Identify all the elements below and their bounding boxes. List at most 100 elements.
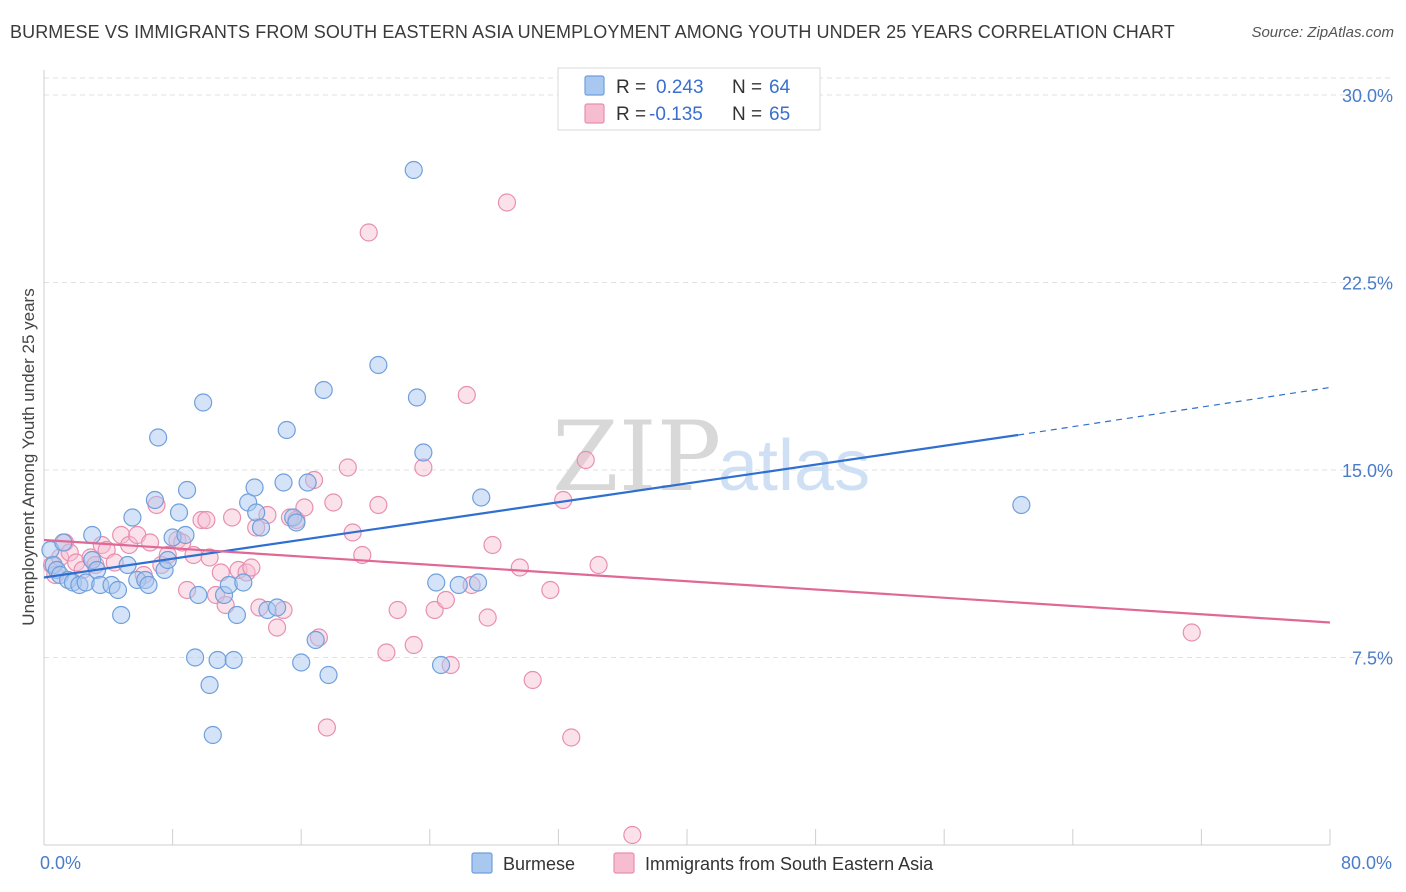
watermark-zip: ZIP — [552, 401, 721, 513]
y-tick-label: 30.0% — [1342, 86, 1393, 106]
data-point-burmese — [404, 160, 423, 180]
top-legend: R = 0.243 N = 64 R = -0.135 N = 65 — [557, 67, 821, 131]
legend-r-label-2: R = — [616, 104, 646, 125]
data-point-immigrants — [576, 450, 595, 470]
data-point-burmese — [186, 648, 205, 667]
series-immigrants-points — [42, 193, 1201, 845]
data-point-burmese — [149, 428, 168, 447]
data-point-burmese — [431, 655, 451, 675]
data-point-burmese — [83, 525, 102, 545]
bottom-legend: Burmese Immigrants from South Eastern As… — [471, 852, 934, 874]
legend-swatch-immigrants — [584, 103, 605, 124]
data-point-burmese — [189, 585, 208, 605]
data-point-burmese — [414, 443, 433, 462]
data-point-burmese — [247, 503, 266, 522]
legend-n-value-burmese: 64 — [769, 77, 791, 98]
bottom-legend-swatch-immigrants — [613, 852, 635, 874]
data-point-immigrants — [589, 555, 608, 575]
chart-title: BURMESE VS IMMIGRANTS FROM SOUTH EASTERN… — [10, 22, 1175, 42]
legend-n-label-1: N = — [732, 77, 762, 98]
legend-r-label-1: R = — [616, 77, 646, 98]
legend-swatch-burmese — [584, 75, 605, 96]
data-point-immigrants — [140, 533, 160, 552]
data-point-immigrants — [324, 493, 343, 512]
trend-line-burmese — [43, 433, 1019, 579]
data-point-immigrants — [1182, 623, 1201, 642]
x-tick-label: 80.0% — [1341, 853, 1392, 873]
legend-r-value-burmese: 0.243 — [656, 77, 704, 98]
data-point-burmese — [176, 525, 195, 545]
data-point-burmese — [314, 380, 333, 400]
y-tick-label: 7.5% — [1352, 649, 1393, 669]
data-point-burmese — [468, 573, 488, 592]
data-point-burmese — [194, 393, 213, 412]
data-point-immigrants — [222, 508, 242, 527]
data-point-burmese — [139, 575, 158, 595]
data-point-immigrants — [436, 590, 455, 610]
data-point-immigrants — [562, 728, 581, 747]
data-point-immigrants — [388, 600, 407, 620]
data-point-immigrants — [369, 495, 388, 515]
data-point-burmese — [112, 605, 131, 625]
bottom-legend-label-immigrants: Immigrants from South Eastern Asia — [645, 854, 934, 874]
data-point-immigrants — [267, 618, 287, 637]
trend-lines — [43, 386, 1331, 624]
data-point-immigrants — [497, 193, 517, 212]
source-credit: Source: ZipAtlas.com — [1251, 24, 1394, 41]
data-point-immigrants — [457, 385, 476, 405]
data-point-immigrants — [338, 458, 357, 477]
data-point-burmese — [274, 473, 293, 492]
data-point-burmese — [203, 725, 222, 745]
data-point-burmese — [177, 480, 197, 500]
bottom-legend-swatch-burmese — [471, 852, 493, 874]
data-point-immigrants — [523, 670, 542, 690]
data-point-burmese — [224, 650, 243, 670]
data-point-immigrants — [192, 510, 211, 530]
y-axis-label: Unemployment Among Youth under 25 years — [19, 288, 38, 625]
y-tick-label: 15.0% — [1342, 461, 1393, 481]
data-point-immigrants — [242, 558, 261, 577]
data-point-immigrants — [623, 825, 642, 845]
data-point-burmese — [234, 573, 253, 592]
data-point-burmese — [369, 355, 388, 375]
y-tick-label: 22.5% — [1342, 274, 1393, 294]
data-point-burmese — [145, 490, 165, 510]
data-point-burmese — [251, 518, 271, 537]
trend-line-burmese-extension — [1018, 386, 1331, 436]
data-point-burmese — [208, 650, 227, 670]
data-point-immigrants — [197, 510, 216, 530]
data-point-immigrants — [483, 535, 502, 555]
data-point-burmese — [169, 503, 189, 522]
y-tick-labels: 7.5% 15.0% 22.5% 30.0% — [1342, 86, 1393, 669]
data-point-immigrants — [478, 608, 497, 627]
x-axis-ticks — [43, 829, 1331, 845]
data-point-burmese — [449, 575, 468, 595]
data-point-burmese — [319, 665, 338, 685]
data-point-burmese — [427, 573, 446, 592]
data-point-burmese — [292, 653, 311, 672]
data-point-burmese — [472, 488, 491, 507]
data-point-immigrants — [359, 223, 378, 242]
data-point-immigrants — [541, 580, 560, 600]
data-point-burmese — [298, 473, 317, 492]
x-tick-label: 0.0% — [40, 853, 81, 873]
data-point-burmese — [227, 605, 246, 625]
data-point-immigrants — [510, 558, 529, 577]
bottom-legend-label-burmese: Burmese — [503, 854, 575, 874]
data-point-burmese — [277, 420, 296, 440]
data-point-immigrants — [377, 643, 396, 662]
data-point-burmese — [1012, 495, 1031, 515]
data-point-burmese — [287, 513, 306, 532]
watermark-atlas: atlas — [718, 426, 870, 506]
legend-n-value-immigrants: 65 — [769, 104, 790, 125]
data-point-immigrants — [404, 635, 423, 655]
data-point-burmese — [306, 630, 325, 650]
data-point-burmese — [267, 598, 287, 617]
data-point-burmese — [108, 580, 128, 600]
data-point-burmese — [407, 388, 427, 407]
x-tick-labels: 0.0% 80.0% — [40, 853, 1392, 873]
data-point-burmese — [200, 675, 219, 695]
trend-line-immigrants — [43, 538, 1331, 624]
data-point-burmese — [245, 478, 264, 497]
data-point-burmese — [123, 508, 142, 527]
